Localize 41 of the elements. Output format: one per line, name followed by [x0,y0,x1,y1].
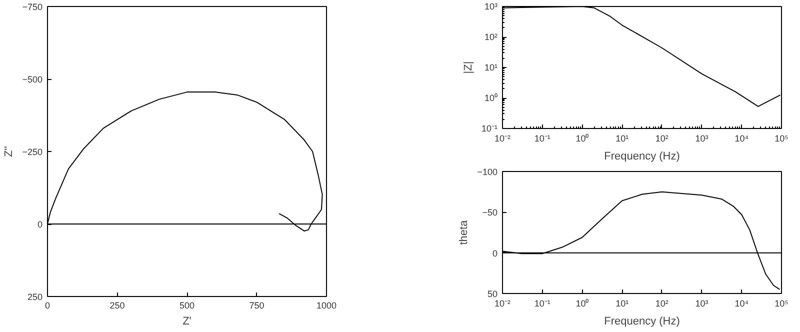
y-tick-label: 10³ [484,2,498,12]
x-tick-label: 10⁻¹ [534,298,550,308]
x-tick-label: 500 [179,300,195,310]
y-tick-label: 250 [27,292,43,302]
x-tick-label: 10³ [695,298,708,308]
y-tick-label: −100 [477,167,498,177]
y-tick-label: 0 [492,248,498,258]
x-tick-label: 10² [655,298,668,308]
y-tick-label: 10⁰ [484,93,498,103]
y-tick-label: 10¹ [484,62,498,72]
x-tick-label: 1000 [316,300,337,310]
x-axis-title: Frequency (Hz) [604,316,680,328]
x-tick-label: 10⁻² [494,298,511,308]
y-tick-label: −250 [22,147,43,157]
x-tick-label: 0 [44,300,50,310]
y-axis-title: theta [458,219,470,245]
y-tick-label: −50 [482,208,498,218]
x-tick-label: 10² [655,134,668,144]
y-tick-label: 10⁻¹ [481,124,498,134]
x-tick-label: 10⁻¹ [534,134,550,144]
y-axis-title: |Z| [462,61,474,74]
x-tick-label: 10⁵ [774,134,789,144]
x-tick-label: 10³ [695,134,708,144]
x-tick-label: 250 [110,300,125,310]
y-axis-title: Z'' [3,146,16,157]
x-tick-label: 750 [249,300,264,310]
x-axis-title: Z' [182,316,192,328]
x-tick-label: 10¹ [616,298,629,308]
y-tick-label: 10² [484,32,498,42]
x-tick-label: 10⁵ [774,298,789,308]
y-tick-label: 50 [487,289,498,299]
x-tick-label: 10⁻² [494,134,511,144]
x-tick-label: 10⁰ [576,134,589,144]
x-tick-label: 10⁴ [734,298,749,308]
x-axis-title: Frequency (Hz) [604,150,680,162]
y-tick-label: −750 [22,2,43,12]
x-tick-label: 10⁰ [576,298,589,308]
x-tick-label: 10⁴ [734,134,749,144]
y-tick-label: 0 [37,220,43,230]
x-tick-label: 10¹ [616,134,629,144]
y-tick-label: −500 [22,74,43,84]
